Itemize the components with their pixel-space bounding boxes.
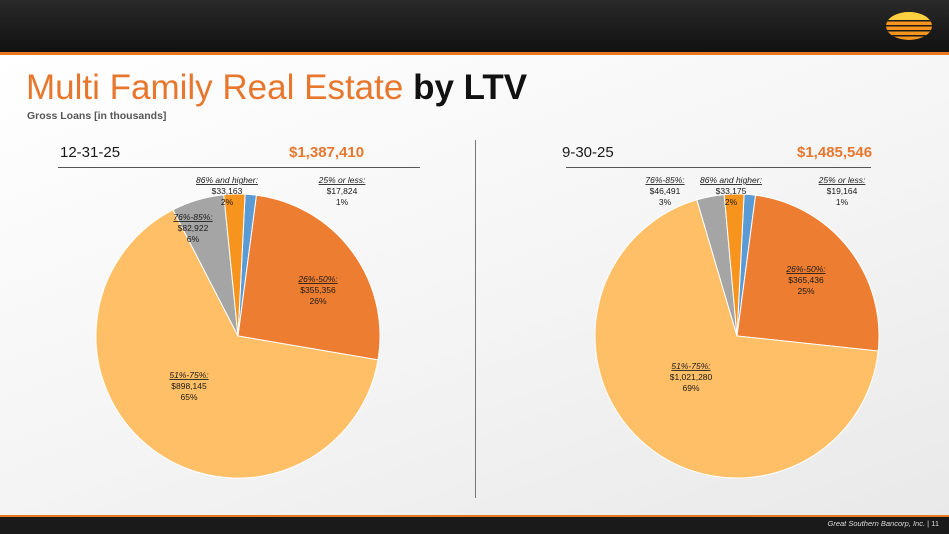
footer-accent-stripe [0,515,949,517]
slice-percent-label: 6% [187,234,200,244]
footer-company: Great Southern Bancorp, Inc. [827,519,926,528]
slice-percent-label: 26% [309,296,326,306]
slice-percent-label: 25% [797,286,814,296]
slice-category-label: 25% or less: [818,175,866,185]
title-main: Multi Family Real Estate [26,68,404,107]
title-emphasis: by LTV [413,68,528,107]
slice-category-label: 76%-85%: [173,212,213,222]
page-subtitle: Gross Loans [in thousands] [27,110,167,122]
chart-divider [475,140,476,498]
slice-value-label: $33,175 [716,186,747,196]
page-number: 11 [931,519,939,528]
slice-value-label: $19,164 [827,186,858,196]
pie-slice [736,194,880,352]
pie-slice [723,193,745,337]
left-chart-period: 12-31-25 [60,144,121,161]
footer-separator: | [927,519,930,528]
slice-value-label: $46,491 [650,186,681,196]
header-bar [0,0,949,52]
slice-percent-label: 2% [221,197,234,207]
slice-category-label: 76%-85%: [645,175,685,185]
pie-slice [594,199,879,479]
slice-percent-label: 3% [659,197,672,207]
page-title: Multi Family Real Estate by LTV [26,66,527,110]
left-chart-rule [58,167,420,168]
slice-percent-label: 2% [725,197,738,207]
slice-category-label: 25% or less: [318,175,366,185]
pie-slice [95,209,379,479]
slice-category-label: 26%-50%: [785,264,826,274]
slice-value-label: $355,356 [300,285,336,295]
pie-slice [237,194,381,361]
slice-value-label: $17,824 [327,186,358,196]
slice-category-label: 51%-75%: [671,361,711,371]
left-chart-total: $1,387,410 [289,144,365,161]
sun-logo-icon [886,12,932,40]
slice-percent-label: 1% [836,197,849,207]
footer-text: Great Southern Bancorp, Inc. | 11 [828,519,940,528]
slice-value-label: $898,145 [171,381,207,391]
right-chart-total: $1,485,546 [797,144,873,161]
slice-percent-label: 65% [180,392,197,402]
slice-category-label: 51%-75%: [169,370,209,380]
slice-category-label: 26%-50%: [297,274,338,284]
right-chart-period: 9-30-25 [562,144,614,161]
slice-value-label: $365,436 [788,275,824,285]
slice-value-label: $1,021,280 [670,372,713,382]
pie-slice [223,193,246,337]
right-chart-rule [566,167,871,168]
footer-bar [0,517,949,534]
slice-percent-label: 1% [336,197,349,207]
slice-value-label: $33,163 [212,186,243,196]
slice-category-label: 86% and higher: [196,175,259,185]
header-accent-stripe [0,52,949,55]
slice-category-label: 86% and higher: [700,175,763,185]
slice-value-label: $82,922 [178,223,209,233]
slice-percent-label: 69% [682,383,699,393]
